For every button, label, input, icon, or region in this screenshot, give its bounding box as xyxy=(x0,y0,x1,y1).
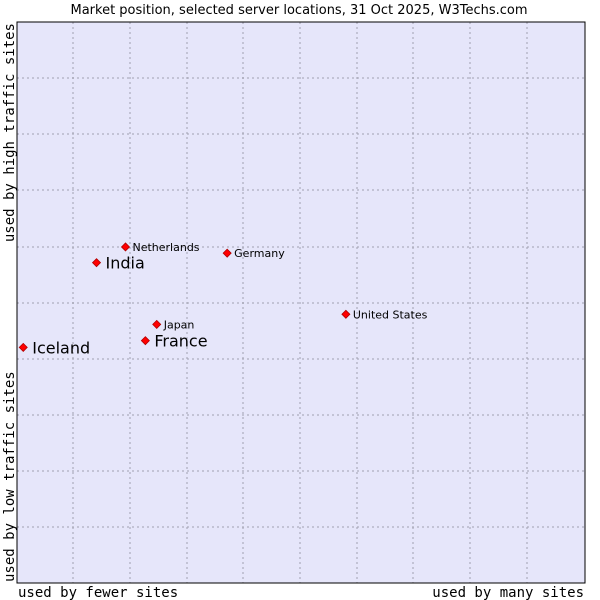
point-label-india: India xyxy=(106,254,145,273)
x-axis-label-left: used by fewer sites xyxy=(18,585,178,600)
point-label-iceland: Iceland xyxy=(32,338,90,357)
point-marker-germany xyxy=(222,248,232,258)
point-marker-india xyxy=(91,258,102,268)
x-axis-label-right: used by many sites xyxy=(432,585,584,600)
point-label-japan: Japan xyxy=(163,318,195,331)
point-label-united-states: United States xyxy=(353,308,428,321)
y-axis-label-bottom: used by low traffic sites xyxy=(2,371,18,582)
point-marker-iceland xyxy=(18,342,28,352)
plot-background xyxy=(17,22,585,583)
point-marker-france xyxy=(140,336,150,346)
point-marker-japan xyxy=(152,319,162,329)
point-marker-united-states xyxy=(341,309,351,319)
point-marker-netherlands xyxy=(120,242,131,252)
point-label-netherlands: Netherlands xyxy=(132,241,199,254)
point-label-germany: Germany xyxy=(234,247,285,260)
chart-title: Market position, selected server locatio… xyxy=(70,3,527,18)
point-label-france: France xyxy=(154,332,207,351)
plot-border xyxy=(16,21,586,584)
y-axis-label-top: used by high traffic sites xyxy=(2,23,18,242)
gridlines xyxy=(17,22,585,583)
